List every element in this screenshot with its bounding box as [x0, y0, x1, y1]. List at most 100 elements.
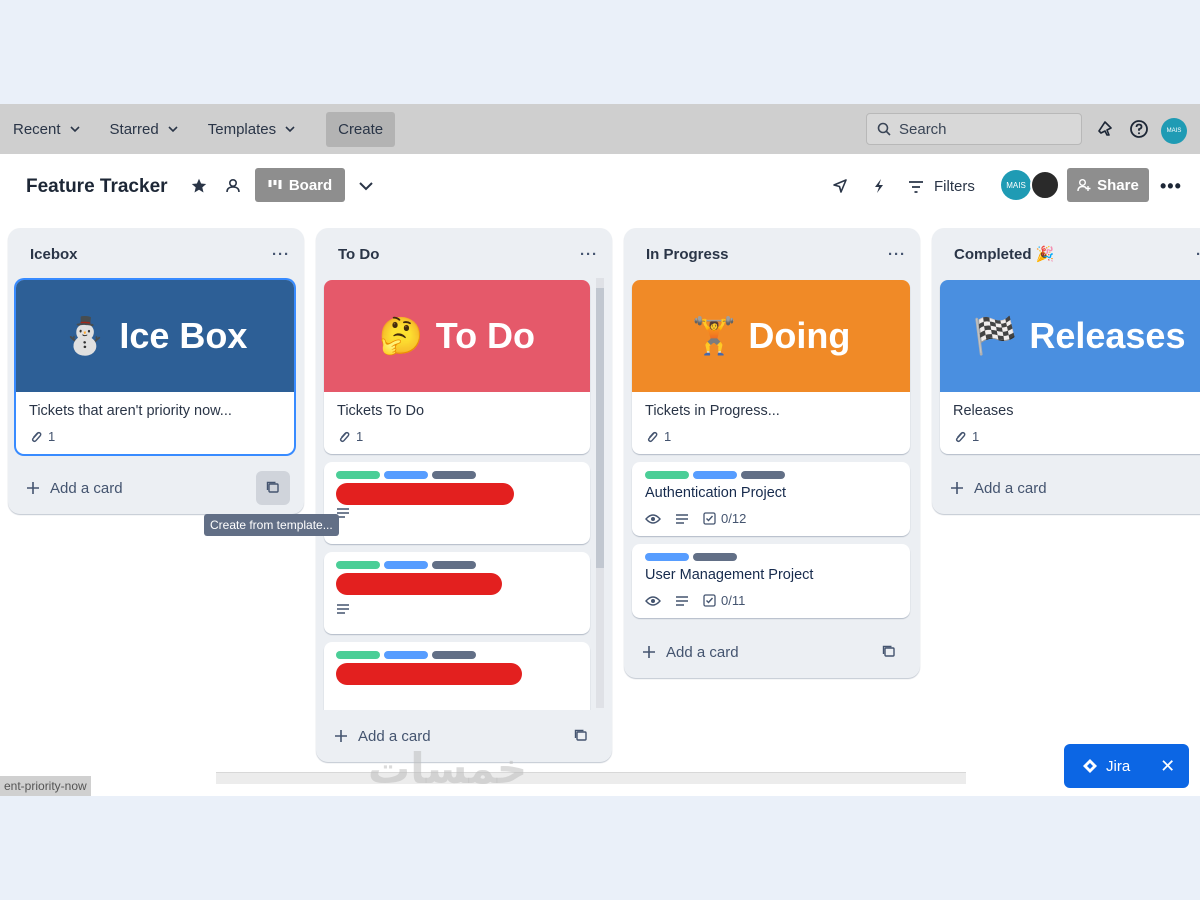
share-button[interactable]: Share [1067, 168, 1149, 202]
top-navigation: Recent Starred Templates Create Search M… [0, 104, 1200, 154]
add-card-button[interactable]: Add a card [950, 480, 1047, 497]
list-scrollbar[interactable] [596, 278, 604, 708]
add-card-label: Add a card [666, 643, 739, 661]
cover-title: Doing [748, 315, 851, 356]
search-icon [877, 122, 891, 136]
chevron-down-icon [69, 126, 80, 133]
redacted-title [336, 483, 514, 505]
create-from-template-button[interactable] [564, 719, 598, 753]
card-redacted[interactable] [324, 642, 590, 710]
list-menu-icon[interactable]: ··· [272, 245, 290, 263]
create-from-template-button[interactable] [872, 635, 906, 669]
list-menu-icon[interactable]: ··· [580, 245, 598, 263]
card-title: Releases [953, 403, 1014, 419]
starred-menu[interactable]: Starred [110, 121, 179, 138]
attachment-icon [955, 431, 966, 442]
add-card-row: Add a card [624, 626, 920, 678]
member-avatar[interactable]: MAIS [1001, 170, 1031, 200]
board-view-label: Board [288, 176, 333, 194]
checklist-icon [703, 594, 716, 607]
card-title: Tickets in Progress... [645, 403, 780, 419]
notifications-icon[interactable] [1095, 119, 1115, 139]
add-card-label: Add a card [974, 479, 1047, 497]
cover-title: Ice Box [119, 315, 248, 356]
label-gray [741, 471, 785, 479]
card-doing-cover[interactable]: 🏋 Doing Tickets in Progress... 1 [632, 280, 910, 454]
create-button[interactable]: Create [326, 111, 396, 147]
list-header: Completed 🎉 ··· [932, 228, 1200, 280]
board-header: Feature Tracker Board Filters MAIS Share… [0, 154, 1200, 218]
card-icebox-cover[interactable]: ⛄ Ice Box Tickets that aren't priority n… [16, 280, 294, 454]
add-card-button[interactable]: Add a card [26, 480, 123, 497]
checklist-badge: 0/12 [703, 511, 746, 526]
description-icon [676, 513, 688, 524]
list-header: To Do ··· [316, 228, 612, 280]
cover-title: To Do [435, 315, 536, 356]
member-avatar-photo[interactable] [1030, 170, 1060, 200]
label-blue [645, 553, 689, 561]
card-cover: 🏋 Doing [632, 280, 910, 392]
card-title: Authentication Project [645, 485, 787, 501]
board-title[interactable]: Feature Tracker [26, 176, 168, 197]
workspace-visibility-icon[interactable] [224, 177, 242, 195]
add-card-button[interactable]: Add a card [334, 728, 431, 745]
add-card-button[interactable]: Add a card [642, 644, 739, 661]
label-blue [384, 561, 428, 569]
template-icon [266, 481, 279, 493]
help-icon[interactable] [1129, 119, 1149, 139]
template-icon [574, 729, 587, 741]
plus-icon [27, 482, 39, 494]
label-gray [432, 471, 476, 479]
filter-icon [909, 180, 923, 193]
filters-button[interactable]: Filters [908, 178, 975, 195]
label-green [645, 471, 689, 479]
list-title[interactable]: Icebox [30, 245, 78, 263]
chevron-down-icon [285, 126, 295, 133]
attachment-badge: 1 [29, 429, 55, 444]
chevron-down-icon[interactable] [358, 180, 374, 192]
list-in-progress: In Progress ··· 🏋 Doing Tickets in Progr… [624, 228, 920, 678]
card-redacted[interactable] [324, 552, 590, 634]
power-ups-icon[interactable] [831, 177, 849, 195]
list-title: Completed [954, 246, 1032, 263]
create-from-template-button[interactable] [256, 471, 290, 505]
board-view-button[interactable]: Board [255, 168, 345, 202]
horizontal-scrollbar[interactable] [216, 772, 966, 784]
templates-menu[interactable]: Templates [208, 121, 296, 138]
attachment-icon [339, 431, 350, 442]
star-icon[interactable] [190, 177, 208, 195]
close-icon[interactable]: ✕ [1160, 755, 1176, 776]
list-menu-icon[interactable]: ··· [1196, 246, 1200, 263]
list-menu-icon[interactable]: ··· [888, 245, 906, 263]
watching-icon [645, 595, 661, 606]
user-avatar[interactable]: MAIS [1161, 118, 1187, 144]
plus-icon [335, 730, 347, 742]
board-menu-button[interactable]: ••• [1160, 176, 1182, 196]
card-redacted[interactable] [324, 462, 590, 544]
list-title-wrap[interactable]: Completed 🎉 [954, 245, 1054, 263]
card-authentication-project[interactable]: Authentication Project 0/12 [632, 462, 910, 536]
card-todo-cover[interactable]: 🤔 To Do Tickets To Do 1 [324, 280, 590, 454]
jira-widget[interactable]: Jira ✕ [1064, 744, 1189, 788]
automation-icon[interactable] [870, 177, 888, 195]
checklist-icon [703, 512, 716, 525]
create-from-template-tooltip: Create from template... [204, 514, 339, 536]
template-icon [882, 645, 895, 657]
search-input[interactable]: Search [866, 113, 1082, 145]
attachment-badge: 1 [645, 429, 671, 444]
cover-title: Releases [1029, 315, 1186, 356]
recent-label: Recent [13, 120, 61, 138]
card-user-management-project[interactable]: User Management Project 0/11 [632, 544, 910, 618]
list-title[interactable]: In Progress [646, 245, 729, 263]
label-gray [432, 651, 476, 659]
list-title[interactable]: To Do [338, 245, 380, 263]
recent-menu[interactable]: Recent [13, 121, 81, 138]
card-releases-cover[interactable]: 🏁 Releases Releases 1 [940, 280, 1200, 454]
card-title: Tickets that aren't priority now... [29, 403, 232, 419]
filters-label: Filters [934, 178, 975, 195]
attachment-icon [31, 431, 42, 442]
add-card-row: Add a card [932, 462, 1200, 514]
attachment-count: 1 [664, 429, 672, 444]
label-green [336, 561, 380, 569]
label-gray [693, 553, 737, 561]
